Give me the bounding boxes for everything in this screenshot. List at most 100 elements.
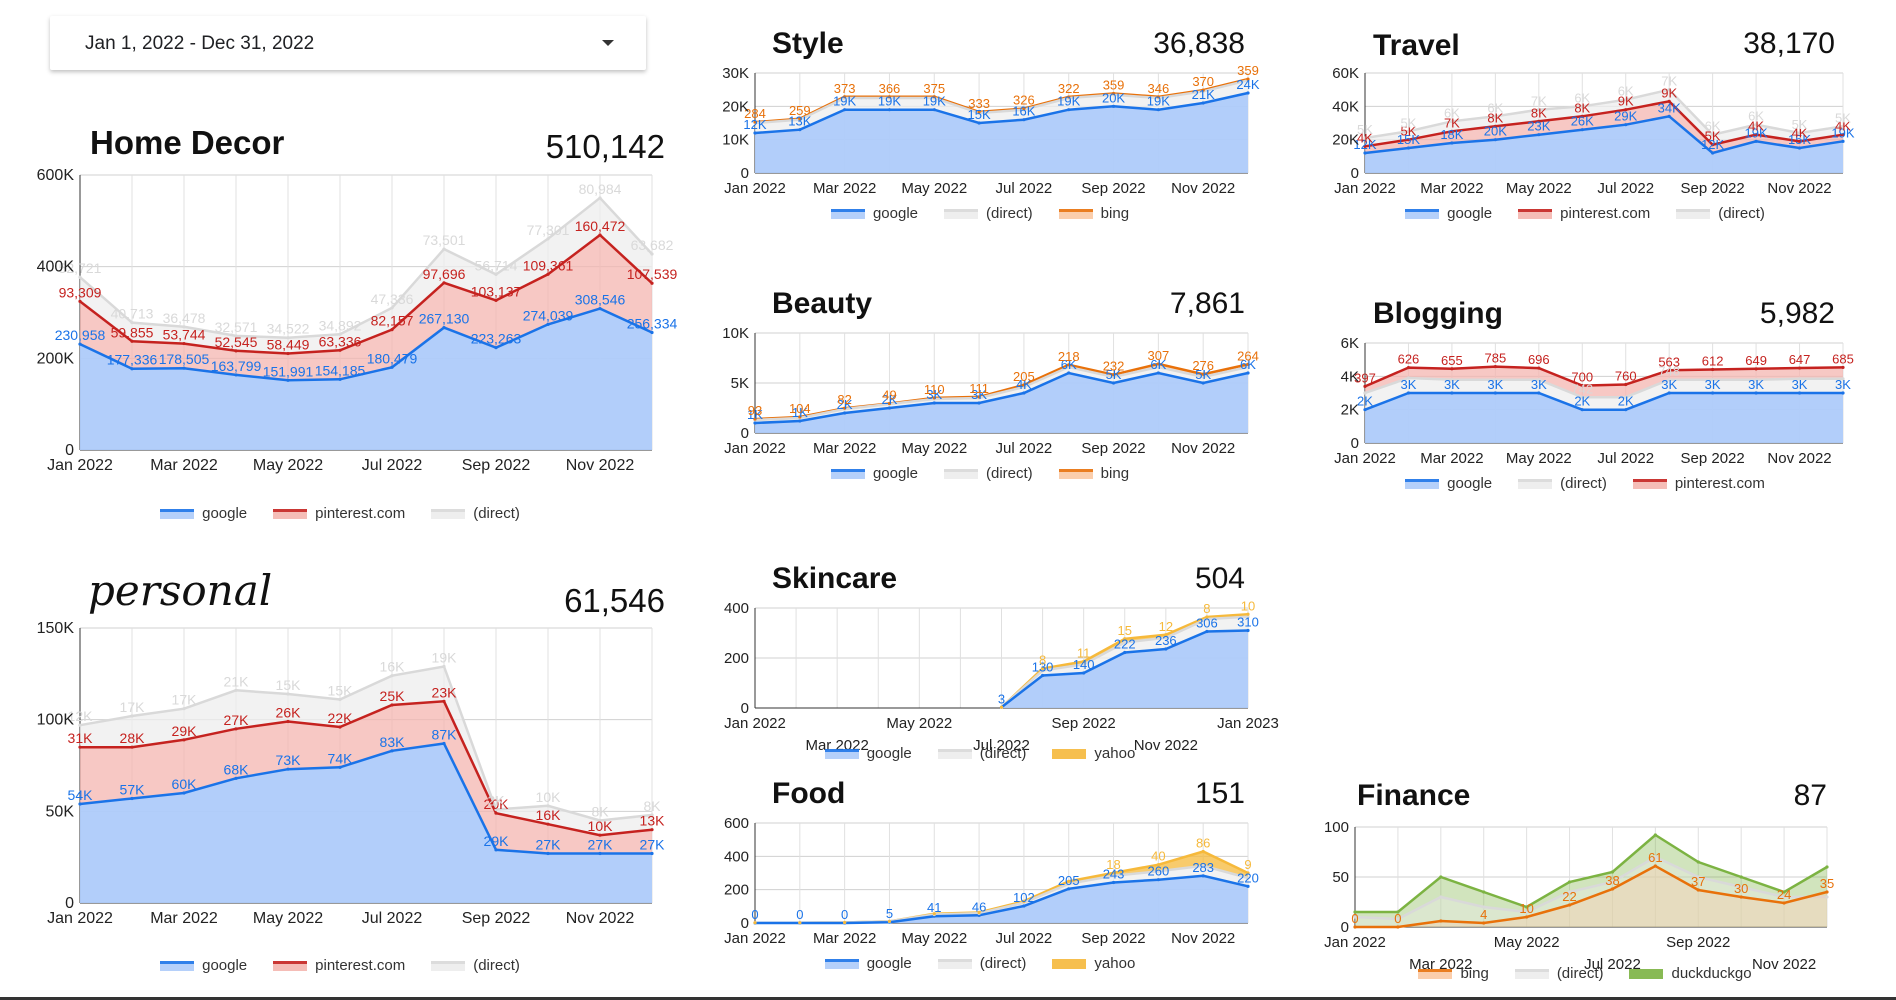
data-point-yahoo bbox=[1040, 666, 1045, 671]
legend-item-bing[interactable]: bing bbox=[1058, 205, 1129, 222]
data-point-bing bbox=[1246, 362, 1250, 366]
legend-item-yahoo[interactable]: yahoo bbox=[1052, 955, 1135, 972]
legend-item-pinterest-com[interactable]: pinterest.com bbox=[1518, 205, 1650, 222]
skincare-chart[interactable]: Skincare 504 3 130 140 222 236 306 310 8 11 15 12 8 10… bbox=[700, 560, 1279, 775]
travel-chart[interactable]: Travel 38,170 12K 15K 18K 20K 23K 26K 29K 34K 12K 1… bbox=[1305, 25, 1865, 240]
food-chart[interactable]: Food 151 0 0 0 5 41 46 102 205 243 260 283 220 18 40 86 9… bbox=[700, 775, 1260, 990]
legend-swatch bbox=[1632, 478, 1667, 489]
data-point-pinterest-com bbox=[546, 822, 550, 826]
data-label-yahoo: 8 bbox=[1039, 653, 1046, 668]
legend-item-google[interactable]: google bbox=[830, 205, 918, 222]
legend-item-yahoo[interactable]: yahoo bbox=[1052, 745, 1135, 762]
legend-item-pinterest-com[interactable]: pinterest.com bbox=[273, 505, 405, 522]
data-point-yahoo bbox=[1246, 612, 1250, 616]
data-point-pinterest-com bbox=[1711, 367, 1715, 372]
legend-item-direct[interactable]: (direct) bbox=[1676, 205, 1765, 222]
legend-item-duckduckgo[interactable]: duckduckgo bbox=[1629, 965, 1752, 982]
legend-item-bing[interactable]: bing bbox=[1418, 965, 1489, 982]
data-label-direct: 742 bbox=[1571, 381, 1593, 396]
data-label-google: 23K bbox=[1527, 119, 1550, 134]
data-label-pinterest-com: 109,361 bbox=[523, 257, 574, 273]
data-label-direct: 6K bbox=[1618, 84, 1634, 99]
legend-item-direct[interactable]: (direct) bbox=[1514, 965, 1603, 982]
data-point-pinterest-com bbox=[598, 233, 602, 237]
finance-chart[interactable]: Finance 87 0 0 4 10 22 38 61 37 30 24 35 0 50 100 Jan 20… bbox=[1305, 775, 1865, 990]
legend-item-google[interactable]: google bbox=[1405, 205, 1492, 222]
data-point-google bbox=[1580, 408, 1584, 412]
legend-item-bing[interactable]: bing bbox=[1058, 465, 1129, 482]
y-tick-label: 20K bbox=[1332, 132, 1359, 149]
legend-item-direct[interactable]: (direct) bbox=[937, 955, 1026, 972]
x-tick-label: Jan 2022 bbox=[1334, 180, 1396, 197]
data-point-direct bbox=[1841, 124, 1845, 128]
data-label-google: 18K bbox=[1440, 127, 1463, 142]
data-point-google bbox=[977, 401, 981, 405]
home-decor-chart[interactable]: Home Decor 510,142 230,958 177,336 178,505 16… bbox=[0, 120, 680, 540]
data-point-pinterest-com bbox=[442, 699, 446, 703]
data-labels: 3 130 140 222 236 306 310 8 11 15 12 8 10 bbox=[998, 598, 1259, 706]
y-tick-label: 100 bbox=[1324, 819, 1349, 836]
legend-item-pinterest-com[interactable]: pinterest.com bbox=[273, 957, 405, 974]
data-point-google bbox=[1040, 673, 1045, 678]
legend-item-direct[interactable]: (direct) bbox=[431, 505, 520, 522]
x-tick-label: May 2022 bbox=[886, 715, 952, 732]
data-point-google bbox=[932, 108, 936, 112]
legend-label: pinterest.com bbox=[1674, 475, 1765, 492]
series-line-pinterest-com bbox=[1364, 365, 1844, 388]
data-label-google: 27K bbox=[588, 837, 614, 853]
data-labels: 0 0 4 10 22 38 61 37 30 24 35 bbox=[1351, 850, 1834, 926]
legend-item-direct[interactable]: (direct) bbox=[937, 745, 1026, 762]
legend-item-direct[interactable]: (direct) bbox=[1518, 475, 1607, 492]
data-label-yahoo: 15 bbox=[1118, 623, 1132, 638]
legend-item-google[interactable]: google bbox=[830, 465, 918, 482]
y-tick-label: 400K bbox=[37, 259, 75, 276]
blogging-chart[interactable]: Blogging 5,982 2K 3K 3K 3K 3K 2K 2K 3K 3K 3K 3K 3K 742… bbox=[1305, 295, 1865, 510]
data-point-direct bbox=[78, 275, 82, 279]
data-label-google: 54K bbox=[68, 787, 94, 803]
data-label-pinterest-com: 22K bbox=[328, 710, 354, 726]
x-tick-label: Sep 2022 bbox=[1081, 930, 1145, 947]
data-label-google: 2K bbox=[837, 397, 853, 412]
data-label-direct: 19K bbox=[432, 650, 458, 666]
legend-item-google[interactable]: google bbox=[160, 505, 247, 522]
legend-item-direct[interactable]: (direct) bbox=[944, 205, 1033, 222]
data-label-yahoo: 11 bbox=[1077, 646, 1091, 661]
data-label-google: 3K bbox=[1401, 377, 1417, 392]
data-label-google: 0 bbox=[841, 907, 848, 922]
series-areas bbox=[1354, 833, 1828, 929]
data-label-google: 24K bbox=[1236, 77, 1259, 92]
data-point-google bbox=[598, 306, 602, 311]
data-label-bing: 366 bbox=[879, 81, 901, 96]
date-range-picker[interactable]: Jan 1, 2022 - Dec 31, 2022 bbox=[50, 16, 646, 70]
data-point-google bbox=[1450, 141, 1454, 145]
data-label-google: 2K bbox=[1574, 394, 1590, 409]
data-point-pinterest-com bbox=[1450, 129, 1454, 133]
data-label-direct: 5K bbox=[1357, 122, 1373, 137]
data-point-direct bbox=[1111, 874, 1116, 878]
chart-total: 87 bbox=[1793, 779, 1827, 812]
data-point-yahoo bbox=[1201, 849, 1205, 854]
legend-label: yahoo bbox=[1094, 955, 1136, 972]
data-label-pinterest-com: 59,855 bbox=[111, 324, 154, 340]
legend-label: google bbox=[1447, 475, 1493, 492]
legend-item-pinterest-com[interactable]: pinterest.com bbox=[1632, 475, 1765, 492]
legend-item-google[interactable]: google bbox=[160, 957, 247, 974]
data-label-direct: 7K bbox=[1531, 94, 1547, 109]
legend-item-google[interactable]: google bbox=[824, 955, 912, 972]
style-chart[interactable]: Style 36,838 12K 13K 19K 19K 19K 15K 16K 19K 20K 19… bbox=[700, 25, 1260, 240]
data-label-bing: 346 bbox=[1148, 81, 1170, 96]
legend-item-google[interactable]: google bbox=[824, 745, 912, 762]
beauty-chart[interactable]: Beauty 7,861 1K 1K 2K 2K 3K 3K 4K 6K 5K 6K 5K 6K 93 104… bbox=[700, 285, 1260, 500]
data-label-yahoo: 8 bbox=[1203, 601, 1210, 616]
data-label-google: 306 bbox=[1196, 616, 1218, 631]
data-label-google: 102 bbox=[1013, 890, 1035, 905]
data-point-direct bbox=[130, 321, 134, 325]
legend-item-google[interactable]: google bbox=[1405, 475, 1492, 492]
legend-item-direct[interactable]: (direct) bbox=[944, 465, 1033, 482]
legend-label: google bbox=[866, 745, 912, 762]
legend-item-direct[interactable]: (direct) bbox=[431, 957, 520, 974]
data-point-pinterest-com bbox=[442, 281, 446, 285]
data-label-pinterest-com: 696 bbox=[1528, 352, 1550, 367]
personal-chart[interactable]: personal 61,546 54K 57K 60K 68K 73K 74K 83K 87K 29… bbox=[0, 566, 680, 990]
